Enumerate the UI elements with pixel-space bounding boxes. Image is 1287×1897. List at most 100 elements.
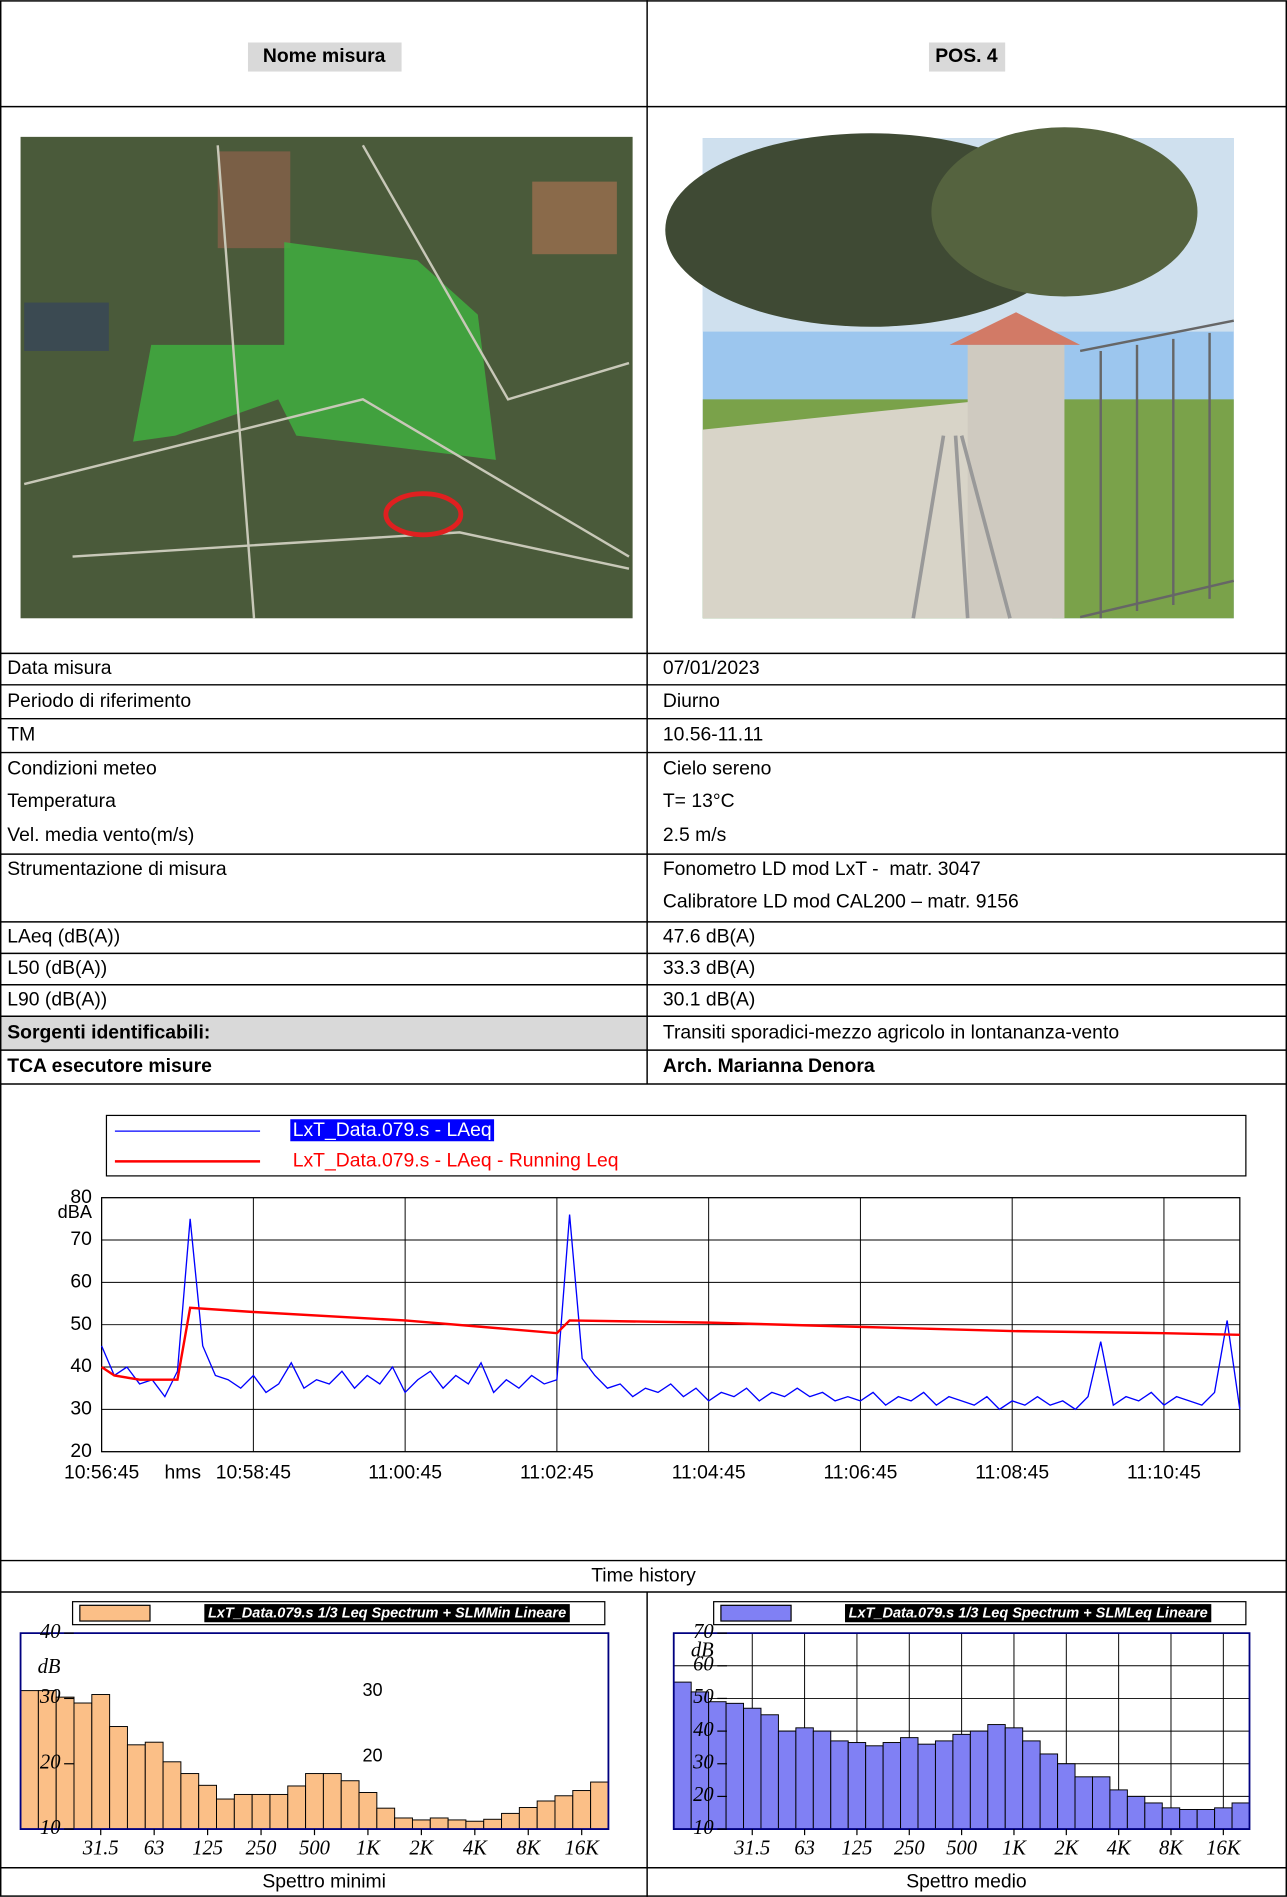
bar (377, 1808, 395, 1829)
x-tick-label: 2K (1054, 1837, 1079, 1859)
x-tick-label: 31.5 (733, 1837, 770, 1859)
bar (502, 1813, 520, 1829)
x-tick-label: 1K (356, 1837, 381, 1859)
bar (270, 1794, 288, 1829)
bar (92, 1695, 110, 1830)
y-axis-label: dB (38, 1656, 61, 1678)
y-tick-label: 40 (40, 1621, 61, 1643)
header-left: Nome misura (263, 45, 386, 67)
bar (953, 1734, 970, 1829)
x-tick-label: 125 (842, 1837, 873, 1859)
bar (323, 1774, 341, 1830)
bar (918, 1744, 935, 1829)
bar (537, 1801, 555, 1829)
bar (970, 1731, 987, 1829)
bar (359, 1793, 377, 1830)
row-label: LAeq (dB(A)) (7, 926, 120, 948)
bar (1180, 1809, 1197, 1829)
bar (778, 1731, 795, 1829)
y-tick-label: 20 (70, 1440, 92, 1462)
bar (199, 1785, 217, 1829)
bar (848, 1743, 865, 1830)
row-label: Condizioni meteo (7, 758, 156, 780)
row-value: 47.6 dB(A) (663, 926, 755, 948)
bar (813, 1731, 830, 1829)
bar (1023, 1741, 1040, 1829)
chart-caption: Spettro medio (906, 1870, 1026, 1892)
bar (1040, 1754, 1057, 1829)
row-label: Strumentazione di misura (7, 858, 227, 880)
y-tick-label: 40 (70, 1355, 92, 1377)
map-image (21, 137, 633, 618)
bar (21, 1691, 39, 1829)
x-tick-label: 16K (1206, 1837, 1242, 1859)
curve-label: 30 (362, 1680, 382, 1700)
row-value: 07/01/2023 (663, 657, 760, 679)
y-axis-label: dB (691, 1640, 714, 1662)
bar (1092, 1777, 1109, 1829)
row-label: Periodo di riferimento (7, 690, 191, 712)
bar (448, 1820, 466, 1829)
row-value: Calibratore LD mod CAL200 – matr. 9156 (663, 891, 1019, 913)
x-tick-label: 125 (192, 1837, 223, 1859)
row-label: Temperatura (7, 790, 116, 812)
bar (163, 1762, 181, 1829)
row-value: Transiti sporadici-mezzo agricolo in lon… (663, 1021, 1119, 1043)
bar (1232, 1803, 1249, 1829)
bar (74, 1703, 92, 1829)
y-tick-label: 30 (692, 1751, 714, 1773)
bar (430, 1818, 448, 1829)
bar (234, 1794, 252, 1829)
legend-box (106, 1115, 1245, 1175)
x-tick-label: 10:56:45 (64, 1462, 139, 1484)
legend-label: LxT_Data.079.s - LAeq - Running Leq (293, 1149, 619, 1171)
y-tick-label: 70 (70, 1228, 92, 1250)
x-tick-label: 4K (1107, 1837, 1132, 1859)
bar (1145, 1803, 1162, 1829)
y-tick-label: 30 (70, 1397, 92, 1419)
y-tick-label: 10 (40, 1817, 61, 1839)
row-value: Cielo sereno (663, 758, 772, 780)
bar (901, 1738, 918, 1829)
x-tick-label: 10:58:45 (216, 1462, 291, 1484)
bar (306, 1774, 324, 1830)
x-tick-label: 11:02:45 (520, 1462, 594, 1484)
document: Nome misura POS. 4 Data misura 07/01/2023… (0, 0, 1287, 1897)
row-value: 10.56-11.11 (663, 724, 763, 746)
bar (127, 1745, 145, 1829)
chart-caption: Time history (591, 1564, 696, 1586)
row-label: Data misura (7, 657, 112, 679)
x-tick-label: 11:00:45 (368, 1462, 442, 1484)
header-right: POS. 4 (935, 45, 998, 67)
y-tick-label: 40 (693, 1719, 714, 1741)
chart-caption: Spettro minimi (262, 1870, 386, 1892)
row-label: L90 (dB(A)) (7, 989, 107, 1011)
x-axis-label: hms (165, 1462, 202, 1484)
bar (555, 1796, 573, 1829)
y-tick-label: 30 (39, 1686, 61, 1708)
x-tick-label: 31.5 (82, 1837, 119, 1859)
row-value: T= 13°C (663, 790, 735, 812)
bar (935, 1741, 952, 1829)
x-tick-label: 63 (144, 1837, 165, 1859)
curve-label: 20 (362, 1745, 382, 1765)
legend-swatch (721, 1605, 791, 1621)
y-tick-label: 10 (693, 1817, 714, 1839)
x-tick-label: 11:10:45 (1127, 1462, 1201, 1484)
x-tick-label: 16K (565, 1837, 601, 1859)
bar (1127, 1796, 1144, 1829)
bar (1197, 1809, 1214, 1829)
bar (519, 1808, 537, 1830)
x-tick-label: 63 (794, 1837, 815, 1859)
bar (1110, 1790, 1127, 1829)
row-value: Diurno (663, 690, 720, 712)
legend-label: LxT_Data.079.s - LAeq (293, 1119, 492, 1141)
bar (217, 1799, 235, 1829)
bar (466, 1821, 484, 1829)
row-value: 33.3 dB(A) (663, 957, 755, 979)
bar (288, 1786, 306, 1829)
bar (1162, 1808, 1179, 1829)
bar (674, 1682, 691, 1829)
bar (395, 1818, 413, 1829)
row-value: 2.5 m/s (663, 824, 726, 846)
